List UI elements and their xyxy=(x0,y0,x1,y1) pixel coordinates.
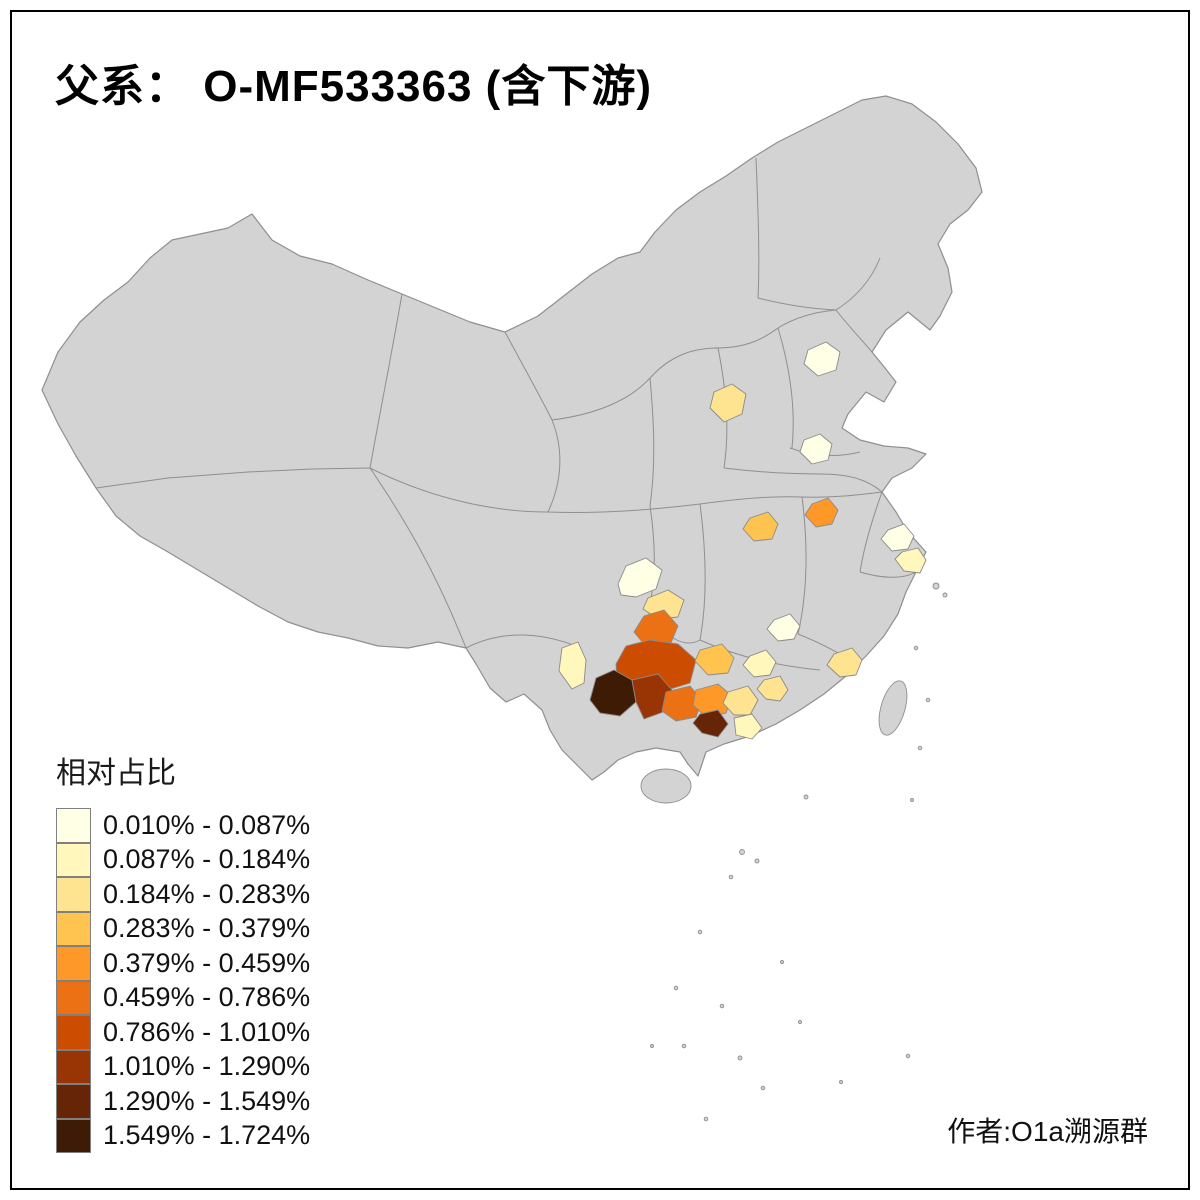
legend-item: 0.786% - 1.010% xyxy=(56,1015,310,1050)
map-region xyxy=(826,647,863,678)
legend-item: 1.549% - 1.724% xyxy=(56,1118,311,1153)
map-region xyxy=(742,649,777,678)
legend-item: 0.087% - 0.184% xyxy=(56,842,311,877)
map-region xyxy=(692,683,733,718)
map-region xyxy=(756,675,789,702)
legend-item: 0.283% - 0.379% xyxy=(56,911,311,946)
legend-label: 1.549% - 1.724% xyxy=(103,1120,311,1151)
island-speck xyxy=(673,985,679,991)
map-region xyxy=(733,713,763,740)
legend-swatch xyxy=(56,946,91,981)
map-region xyxy=(617,557,663,598)
map-region xyxy=(766,613,801,642)
map-region xyxy=(692,709,729,738)
legend-item: 1.010% - 1.290% xyxy=(56,1049,311,1084)
legend-item: 0.010% - 0.087% xyxy=(56,808,310,843)
island-speck xyxy=(917,745,923,751)
legend-swatch xyxy=(56,1084,91,1119)
hainan-island xyxy=(640,768,692,804)
island-speck xyxy=(913,645,919,651)
island-speck xyxy=(932,582,940,590)
island-speck xyxy=(910,798,914,802)
island-speck xyxy=(719,1003,725,1009)
island-speck xyxy=(798,1020,802,1024)
legend-label: 0.283% - 0.379% xyxy=(103,913,311,944)
legend-swatch xyxy=(56,1118,91,1153)
island-speck xyxy=(728,874,734,880)
map-region xyxy=(799,433,833,465)
taiwan-island xyxy=(878,680,908,736)
legend-label: 1.010% - 1.290% xyxy=(103,1051,311,1082)
legend-items: 0.010% - 0.087% 0.087% - 0.184% 0.184% - 0… xyxy=(56,808,310,1153)
island-speck xyxy=(925,697,931,703)
legend-item: 1.290% - 1.549% xyxy=(56,1084,310,1119)
figure-title: 父系： O-MF533363 (含下游) xyxy=(55,62,652,111)
map-region xyxy=(803,341,841,377)
legend-label: 0.379% - 0.459% xyxy=(103,947,311,978)
island-speck xyxy=(697,929,703,935)
legend-title: 相对占比 xyxy=(56,757,176,790)
legend-label: 1.290% - 1.549% xyxy=(103,1085,311,1116)
mainland-china-shape xyxy=(41,95,983,781)
map-region xyxy=(694,643,735,676)
map-region xyxy=(642,589,685,620)
legend: 相对占比 0.010% - 0.087% 0.087% - 0.184% 0.184… xyxy=(56,748,310,1153)
island-speck xyxy=(650,1044,654,1048)
legend-swatch xyxy=(56,808,91,843)
island-speck xyxy=(839,1080,843,1084)
island-speck xyxy=(681,1043,687,1049)
map-region xyxy=(894,547,927,574)
islands xyxy=(640,582,948,1122)
legend-label: 0.184% - 0.283% xyxy=(103,878,311,909)
legend-label: 0.459% - 0.786% xyxy=(103,982,311,1013)
island-speck xyxy=(739,849,745,855)
legend-item: 0.459% - 0.786% xyxy=(56,980,311,1015)
legend-swatch xyxy=(56,1049,91,1084)
legend-swatch xyxy=(56,1015,91,1050)
island-speck xyxy=(942,592,948,598)
legend-swatch xyxy=(56,842,91,877)
island-speck xyxy=(754,858,760,864)
map-region xyxy=(709,383,747,423)
map-region xyxy=(558,641,587,690)
legend-swatch xyxy=(56,980,91,1015)
island-speck xyxy=(803,794,809,800)
map-region xyxy=(880,523,915,552)
island-speck xyxy=(780,960,784,964)
legend-swatch xyxy=(56,877,91,912)
island-speck xyxy=(760,1085,766,1091)
legend-label: 0.087% - 0.184% xyxy=(103,844,311,875)
legend-label: 0.010% - 0.087% xyxy=(103,809,311,840)
legend-swatch xyxy=(56,911,91,946)
attribution: 作者:O1a溯源群 xyxy=(947,1116,1148,1147)
map-region xyxy=(804,497,839,528)
legend-label: 0.786% - 1.010% xyxy=(103,1016,311,1047)
island-speck xyxy=(737,1055,743,1061)
map-region xyxy=(661,685,703,722)
colored-regions xyxy=(558,341,927,740)
legend-item: 0.379% - 0.459% xyxy=(56,946,310,981)
island-speck xyxy=(905,1053,911,1059)
map-region xyxy=(742,511,779,542)
legend-item: 0.184% - 0.283% xyxy=(56,877,310,912)
island-speck xyxy=(703,1116,709,1122)
